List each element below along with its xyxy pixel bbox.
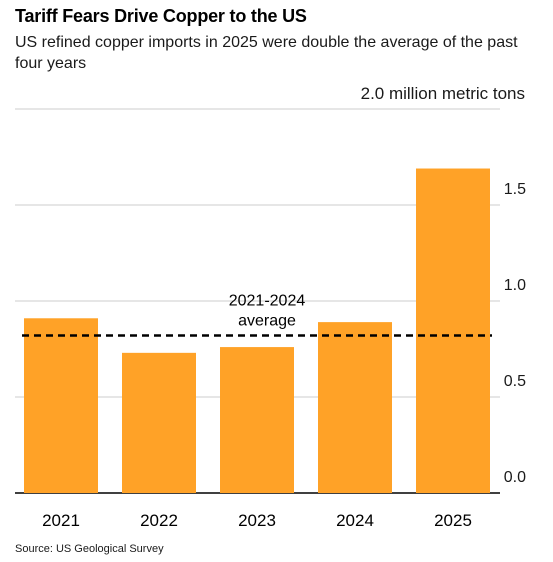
average-label-line-2: average: [238, 313, 296, 330]
y-axis-ticks: 0.0 0.5 1.0 1.5 2.0 million metric tons: [361, 84, 526, 486]
y-tick-label-0: 0.0: [504, 469, 526, 486]
bar-2025: [416, 168, 490, 493]
x-label-2023: 2023: [238, 511, 276, 530]
bar-2024: [318, 322, 392, 493]
x-label-2025: 2025: [434, 511, 472, 530]
y-tick-label-1: 0.5: [504, 373, 526, 390]
x-label-2024: 2024: [336, 511, 374, 530]
chart-title: Tariff Fears Drive Copper to the US: [15, 6, 307, 26]
x-label-2021: 2021: [42, 511, 80, 530]
bar-2022: [122, 352, 196, 493]
bar-chart: 2021-2024 average 0.0 0.5 1.0 1.5 2.0 million…: [15, 84, 526, 530]
chart-subtitle: US refined copper imports in 2025 were d…: [15, 34, 518, 72]
bars: [24, 168, 490, 493]
x-label-2022: 2022: [140, 511, 178, 530]
x-axis-labels: 2021 2022 2023 2024 2025: [42, 511, 472, 530]
y-tick-label-4: 2.0 million metric tons: [361, 84, 525, 103]
y-tick-label-2: 1.0: [504, 277, 526, 294]
average-label-line-1: 2021-2024: [229, 293, 306, 310]
average-reference: 2021-2024 average: [22, 293, 492, 337]
bar-2023: [220, 347, 294, 493]
source-note: Source: US Geological Survey: [15, 543, 164, 555]
y-tick-label-3: 1.5: [504, 181, 526, 198]
bar-2021: [24, 318, 98, 493]
